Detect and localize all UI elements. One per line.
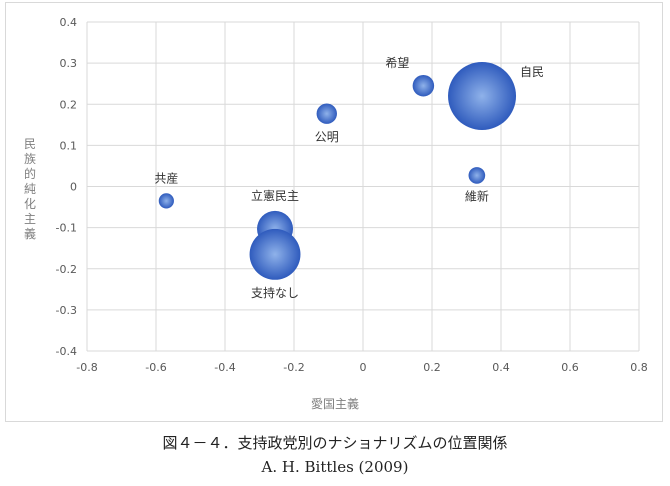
x-tick-label: 0 bbox=[360, 361, 367, 374]
point-label: 公明 bbox=[315, 130, 339, 144]
bubble-公明 bbox=[316, 103, 337, 124]
y-tick-label: 0.2 bbox=[60, 98, 78, 111]
y-tick-label: 0.1 bbox=[60, 139, 78, 152]
point-label: 維新 bbox=[465, 189, 489, 204]
bubbles bbox=[158, 62, 517, 280]
bubble-共産 bbox=[158, 193, 174, 209]
figure-source: A. H. Bittles (2009) bbox=[261, 458, 409, 476]
y-tick-label: 0.4 bbox=[60, 16, 78, 29]
bubble-chart: -0.8 -0.6 -0.4 -0.2 0 0.2 0.4 0.6 0.8 -0.4 -0.3 -0.… bbox=[24, 16, 648, 411]
point-label: 希望 bbox=[385, 55, 409, 70]
point-label: 立憲民主 bbox=[251, 188, 299, 203]
bubble-支持なし bbox=[249, 228, 301, 280]
x-tick-label: 0.2 bbox=[423, 361, 441, 374]
y-tick-label: -0.4 bbox=[56, 345, 77, 358]
x-tick-label: -0.2 bbox=[283, 361, 304, 374]
x-tick-label: 0.6 bbox=[561, 361, 579, 374]
y-tick-label: 0 bbox=[70, 181, 77, 194]
x-tick-label: -0.6 bbox=[145, 361, 166, 374]
tick-labels: -0.8 -0.6 -0.4 -0.2 0 0.2 0.4 0.6 0.8 -0.4 -0.3 -0.… bbox=[56, 16, 648, 374]
x-tick-label: -0.4 bbox=[214, 361, 235, 374]
y-axis-title: 民族的純化主義 bbox=[24, 137, 36, 241]
bubble-維新 bbox=[468, 167, 486, 184]
y-tick-label: 0.3 bbox=[60, 57, 78, 70]
y-tick-label: -0.3 bbox=[56, 304, 77, 317]
point-label: 共産 bbox=[154, 170, 178, 185]
y-tick-label: -0.2 bbox=[56, 263, 77, 276]
point-label: 自民 bbox=[520, 65, 544, 79]
x-tick-label: 0.4 bbox=[492, 361, 510, 374]
point-label: 支持なし bbox=[251, 285, 299, 300]
bubble-希望 bbox=[412, 74, 435, 97]
x-tick-label: 0.8 bbox=[630, 361, 648, 374]
grid-lines bbox=[86, 21, 640, 352]
y-tick-label: -0.1 bbox=[56, 222, 77, 235]
chart-frame: -0.8 -0.6 -0.4 -0.2 0 0.2 0.4 0.6 0.8 -0.4 -0.3 -0.… bbox=[5, 2, 663, 422]
x-axis-title: 愛国主義 bbox=[311, 396, 359, 411]
x-tick-label: -0.8 bbox=[76, 361, 97, 374]
figure-caption: 図４－４．支持政党別のナショナリズムの位置関係 bbox=[162, 434, 508, 452]
bubble-自民 bbox=[448, 62, 517, 131]
